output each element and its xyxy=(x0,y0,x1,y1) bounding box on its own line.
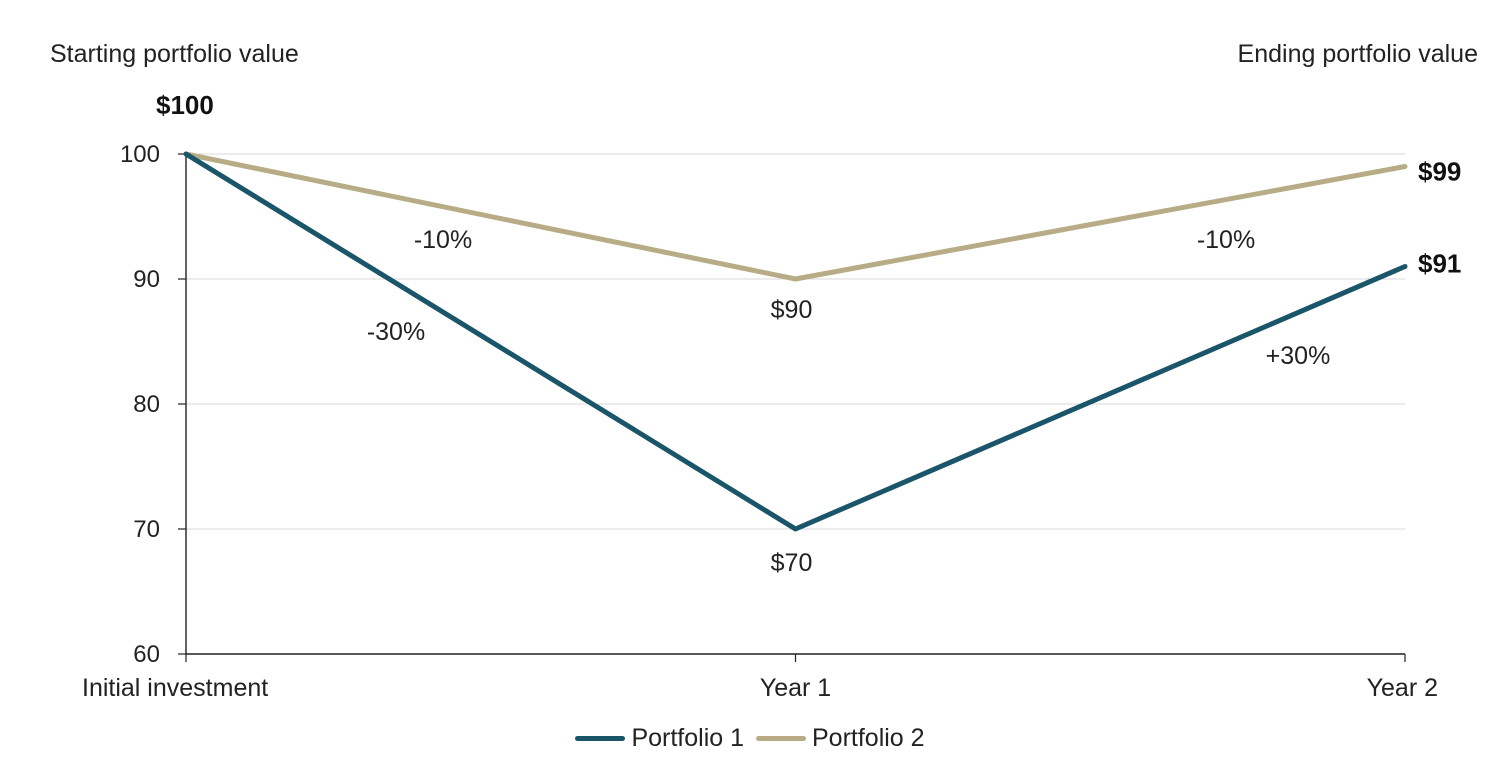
legend-swatch-portfolio-1 xyxy=(575,735,626,741)
axes: 60 70 80 90 100 Initial investment Year 1 Year … xyxy=(82,141,1438,702)
legend-item-portfolio-1: Portfolio 1 xyxy=(575,724,744,753)
change-label-p1-year1: -30% xyxy=(367,318,425,346)
end-value-label-p1: $91 xyxy=(1418,249,1461,279)
y-tick-label-70: 70 xyxy=(133,516,160,543)
ending-value-label: Ending portfolio value xyxy=(1237,40,1478,68)
series-line-portfolio-1 xyxy=(183,151,1408,532)
change-label-p2-year2: -10% xyxy=(1197,226,1255,254)
x-tick-label-1: Year 1 xyxy=(760,674,831,702)
y-tick-label-60: 60 xyxy=(133,641,160,668)
legend: Portfolio 1 Portfolio 2 xyxy=(0,720,1500,756)
change-label-p2-year1: -10% xyxy=(414,226,472,254)
end-value-label-p2: $99 xyxy=(1418,157,1461,187)
data-labels: $100 -30% +30% $70 $91 -10% -10% $90 $99 xyxy=(156,90,1461,577)
point-label-p2-year1: $90 xyxy=(771,296,813,324)
legend-swatch-portfolio-2 xyxy=(756,735,806,741)
y-tick-label-100: 100 xyxy=(120,141,160,168)
start-value-label: $100 xyxy=(156,90,214,120)
y-tick-label-90: 90 xyxy=(133,266,160,293)
y-tick-label-80: 80 xyxy=(133,391,160,418)
series-line-portfolio-2 xyxy=(183,151,1408,282)
x-tick-label-2: Year 2 xyxy=(1367,674,1438,702)
legend-label-portfolio-2: Portfolio 2 xyxy=(812,723,925,752)
starting-value-label: Starting portfolio value xyxy=(50,40,299,68)
legend-label-portfolio-1: Portfolio 1 xyxy=(631,723,744,752)
legend-item-portfolio-2: Portfolio 2 xyxy=(756,724,925,753)
x-tick-label-0: Initial investment xyxy=(82,674,268,702)
change-label-p1-year2: +30% xyxy=(1266,342,1331,370)
series-lines xyxy=(183,151,1408,532)
point-label-p1-year1: $70 xyxy=(771,549,813,577)
